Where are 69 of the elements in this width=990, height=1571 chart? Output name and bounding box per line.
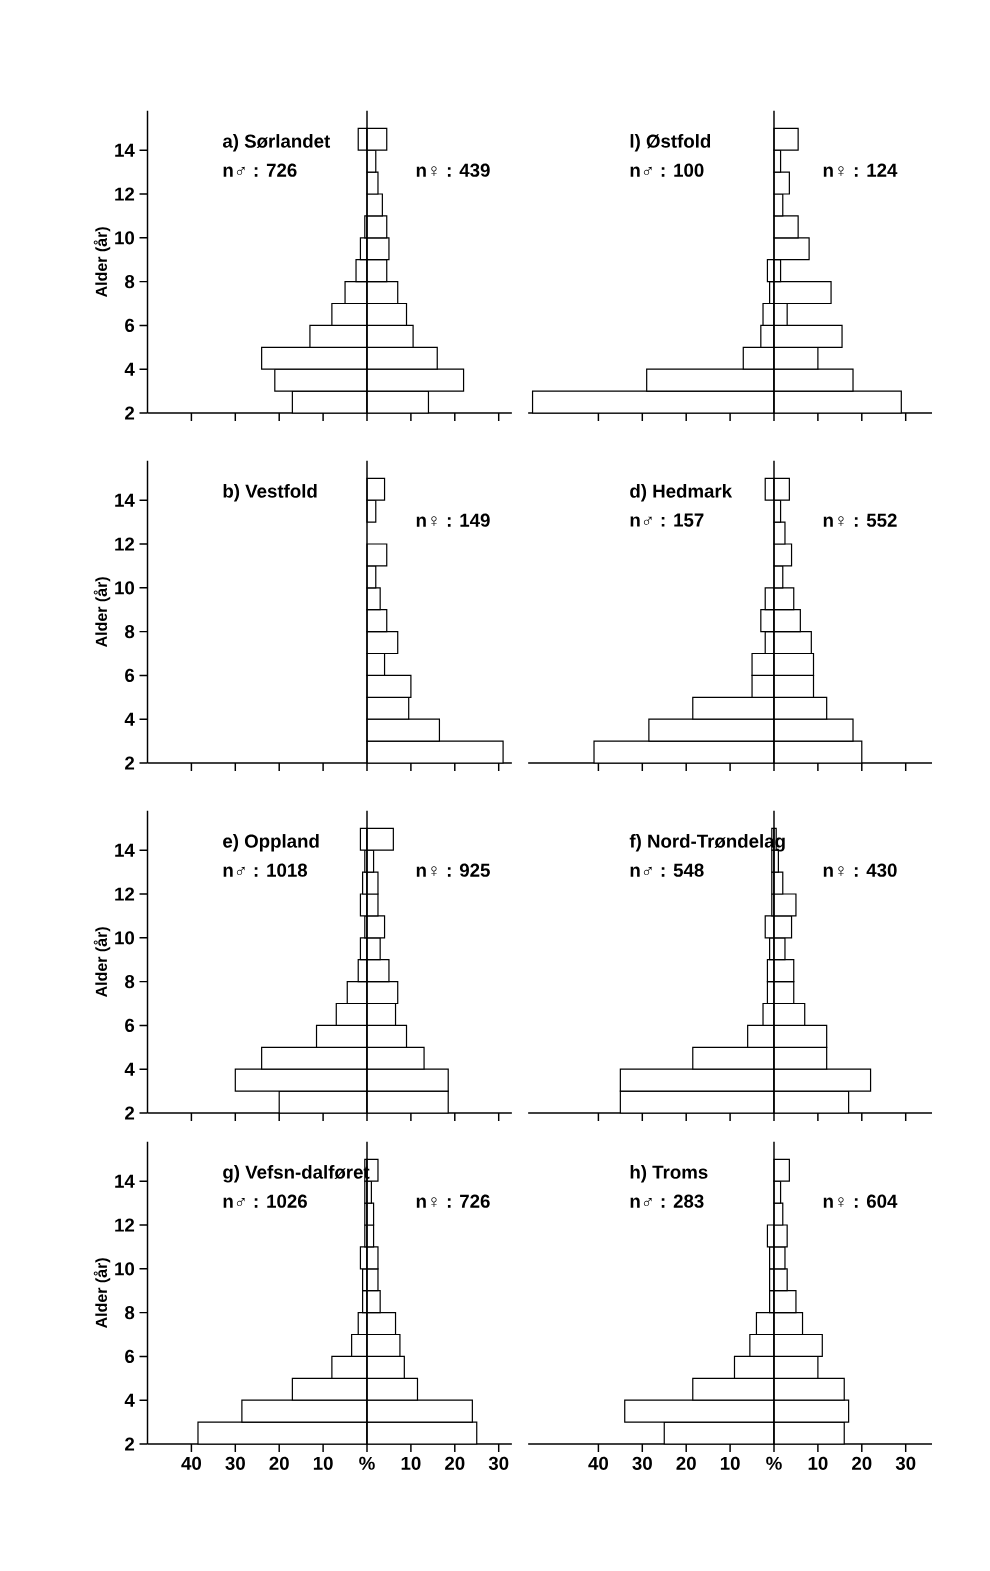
y-tick-label: 14 [115, 143, 135, 157]
x-tick-label: 30 [225, 1456, 245, 1470]
x-tick-label: 20 [445, 1456, 465, 1470]
y-tick-label: 8 [125, 1306, 135, 1320]
annotation: n♀ : 552 [823, 513, 897, 527]
y-tick-label: 12 [115, 1218, 135, 1232]
y-axis-title: Alder (år) [93, 1258, 111, 1329]
annotation: n♂ : 1026 [223, 1194, 307, 1208]
y-tick-label: 14 [115, 493, 135, 507]
y-tick-label: 6 [125, 668, 135, 683]
y-tick-label: 10 [115, 1262, 135, 1276]
annotation: n♀ : 124 [823, 163, 898, 177]
y-tick-label: 4 [124, 712, 135, 726]
x-tick-label: 10 [401, 1456, 421, 1470]
x-tick-label: 20 [676, 1456, 696, 1470]
x-tick-label: 10 [808, 1456, 828, 1470]
y-tick-label: 2 [125, 756, 135, 770]
x-tick-label: 30 [632, 1456, 652, 1470]
x-tick-label: 10 [313, 1456, 333, 1470]
y-axis-title: Alder (år) [93, 577, 111, 648]
y-tick-label: 4 [124, 1062, 135, 1076]
annotation: n♀ : 925 [416, 863, 490, 877]
y-tick-label: 4 [124, 362, 135, 376]
y-tick-label: 10 [115, 931, 135, 945]
y-tick-label: 2 [125, 1106, 135, 1120]
annotation: n♀ : 604 [823, 1194, 898, 1208]
annotation: n♂ : 157 [630, 513, 704, 527]
y-tick-label: 14 [115, 1174, 135, 1188]
x-tick-label: % [766, 1456, 782, 1470]
text: e) Oppland [223, 834, 319, 852]
y-tick-label: 8 [125, 974, 135, 989]
y-tick-label: 2 [125, 406, 135, 420]
x-tick-label: 30 [895, 1456, 916, 1470]
y-axis-title: Alder (år) [93, 227, 111, 298]
y-tick-label: 12 [115, 187, 135, 201]
y-tick-label: 12 [115, 537, 135, 551]
y-tick-label: 6 [125, 1018, 135, 1033]
annotation: n♀ : 726 [416, 1194, 490, 1208]
y-tick-label: 2 [125, 1437, 135, 1451]
x-tick-label: 40 [588, 1456, 609, 1470]
y-tick-label: 6 [125, 318, 135, 333]
y-tick-label: 8 [125, 624, 135, 639]
y-tick-label: 10 [115, 231, 135, 245]
x-tick-label: % [359, 1456, 375, 1470]
y-axis-title: Alder (år) [93, 927, 111, 998]
x-tick-label: 10 [720, 1456, 740, 1470]
annotation: n♀ : 149 [416, 513, 490, 527]
x-tick-label: 20 [852, 1456, 872, 1470]
text: h) Troms [630, 1165, 708, 1183]
y-tick-label: 4 [124, 1393, 135, 1407]
annotation: n♀ : 439 [416, 163, 490, 177]
text: d) Hedmark [630, 484, 733, 502]
annotation: n♂ : 548 [630, 863, 704, 877]
text: l) Østfold [630, 134, 711, 152]
annotation: n♂ : 283 [630, 1194, 704, 1208]
y-tick-label: 8 [125, 274, 135, 289]
annotation: n♂ : 100 [630, 163, 704, 177]
text: b) Vestfold [223, 484, 317, 502]
annotation: n♂ : 726 [223, 163, 297, 177]
annotation: n♂ : 1018 [223, 863, 308, 877]
y-tick-label: 12 [115, 887, 135, 901]
y-tick-label: 14 [115, 843, 135, 857]
y-tick-label: 10 [115, 581, 135, 595]
x-tick-label: 30 [488, 1456, 509, 1470]
x-tick-label: 20 [269, 1456, 289, 1470]
text: a) Sørlandet [222, 134, 331, 152]
annotation: n♀ : 430 [823, 863, 897, 877]
y-tick-label: 6 [125, 1349, 135, 1364]
x-tick-label: 40 [181, 1456, 202, 1470]
